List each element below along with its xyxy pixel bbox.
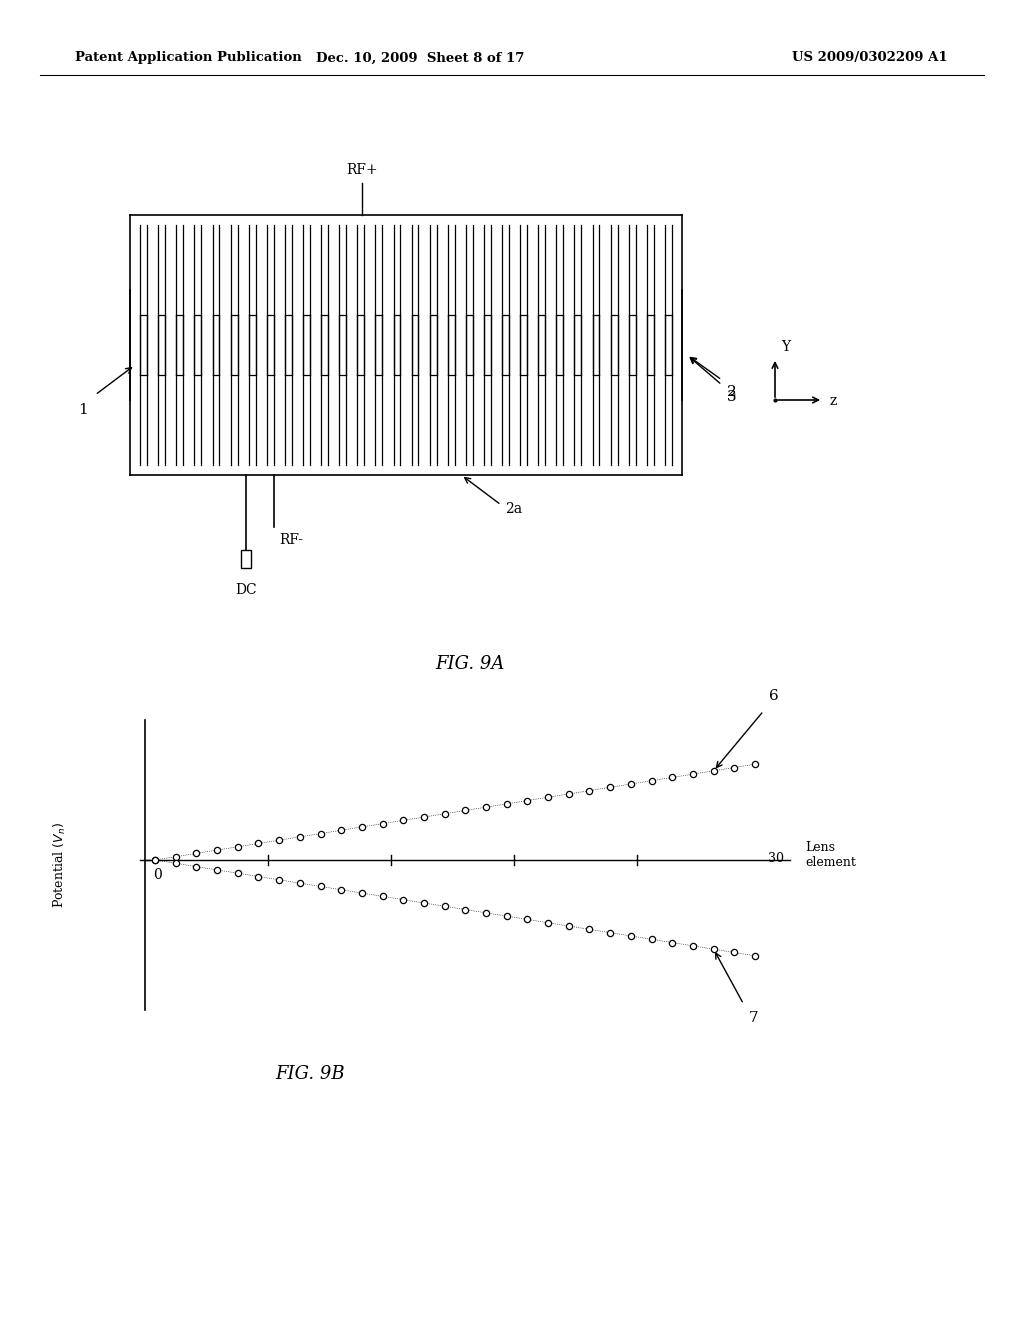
Text: FIG. 9A: FIG. 9A (435, 655, 505, 673)
Text: Potential $(V_n)$: Potential $(V_n)$ (52, 822, 68, 908)
Text: Patent Application Publication: Patent Application Publication (75, 51, 302, 65)
Text: 1: 1 (78, 403, 88, 417)
Text: Lens
element: Lens element (805, 841, 856, 869)
Text: z: z (829, 393, 837, 408)
Text: RF-: RF- (280, 533, 304, 546)
Text: 3: 3 (727, 389, 736, 404)
Text: RF+: RF+ (346, 162, 378, 177)
Text: Y: Y (781, 341, 791, 354)
Text: 7: 7 (749, 1011, 758, 1026)
FancyBboxPatch shape (241, 550, 251, 568)
Text: FIG. 9B: FIG. 9B (275, 1065, 345, 1082)
Text: 0: 0 (153, 869, 162, 882)
Text: US 2009/0302209 A1: US 2009/0302209 A1 (793, 51, 948, 65)
Text: 30: 30 (768, 851, 784, 865)
Text: 2: 2 (727, 385, 736, 399)
Text: 6: 6 (769, 689, 778, 702)
Text: Dec. 10, 2009  Sheet 8 of 17: Dec. 10, 2009 Sheet 8 of 17 (315, 51, 524, 65)
Text: 2a: 2a (505, 502, 522, 516)
Text: DC: DC (236, 583, 257, 597)
